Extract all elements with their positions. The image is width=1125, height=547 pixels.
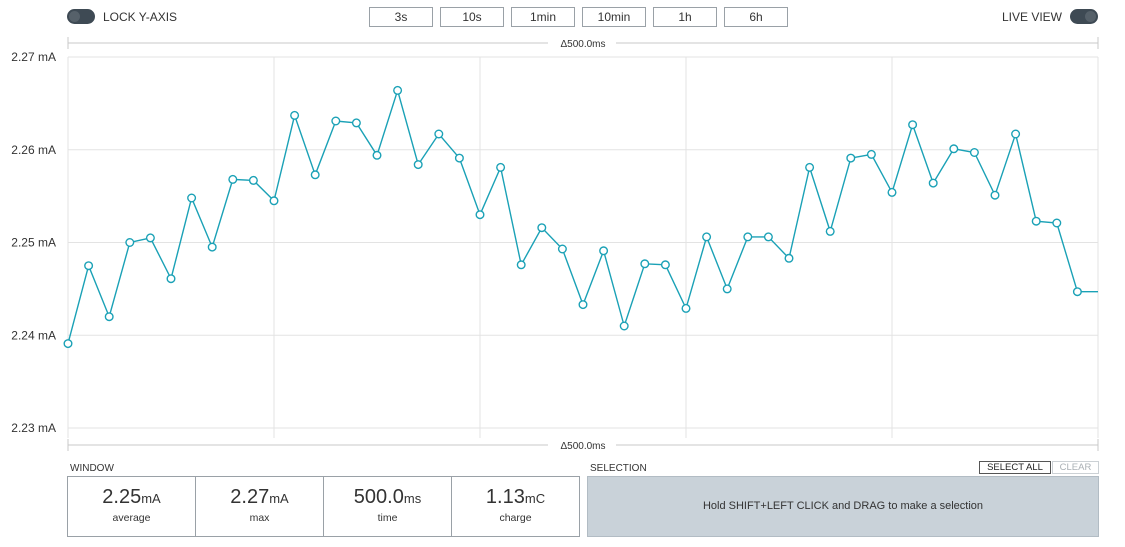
data-point <box>537 223 547 233</box>
data-point <box>310 170 320 180</box>
selection-section-label: SELECTION <box>590 463 647 474</box>
data-point <box>166 274 176 284</box>
range-6h-button[interactable]: 6h <box>724 7 788 27</box>
data-point <box>434 129 444 139</box>
data-point <box>619 321 629 331</box>
series-points <box>63 85 1082 349</box>
stat-time: 500.0ms time <box>324 477 452 536</box>
data-point <box>640 259 650 269</box>
time-span-top-label: Δ500.0ms <box>560 39 605 50</box>
y-tick-label: 2.27 mA <box>11 50 56 64</box>
stat-value: 500.0 <box>353 486 404 508</box>
range-3s-button[interactable]: 3s <box>369 7 433 27</box>
stat-name: charge <box>499 512 532 524</box>
y-axis-ticks: 2.27 mA 2.26 mA 2.25 mA 2.24 mA 2.23 mA <box>11 50 56 435</box>
stat-name: max <box>249 512 270 524</box>
data-point <box>63 339 73 349</box>
stat-name: average <box>112 512 151 524</box>
data-point <box>578 300 588 310</box>
lock-y-axis-toggle[interactable] <box>67 9 95 24</box>
stat-unit: mC <box>524 491 546 506</box>
data-point <box>393 85 403 95</box>
data-point <box>990 190 1000 200</box>
data-point <box>969 147 979 157</box>
data-point <box>145 233 155 243</box>
y-tick-label: 2.24 mA <box>11 328 56 342</box>
stat-unit: ms <box>403 491 422 506</box>
data-point <box>702 232 712 242</box>
stat-value: 2.27 <box>230 486 270 508</box>
data-point <box>1011 129 1021 139</box>
range-1min-button[interactable]: 1min <box>511 7 575 27</box>
stat-value: 2.25 <box>102 486 142 508</box>
data-point <box>125 237 135 247</box>
grid <box>67 56 1099 438</box>
stat-max: 2.27mA max <box>196 477 324 536</box>
stat-unit: mA <box>141 491 161 506</box>
data-point <box>557 244 567 254</box>
time-span-top: Δ500.0ms <box>67 36 1099 50</box>
selection-hint: Hold SHIFT+LEFT CLICK and DRAG to make a… <box>702 500 984 512</box>
data-point <box>908 120 918 130</box>
time-span-bottom: Δ500.0ms <box>67 438 1099 452</box>
data-point <box>475 210 485 220</box>
y-tick-label: 2.26 mA <box>11 143 56 157</box>
data-point <box>949 144 959 154</box>
data-point <box>516 260 526 270</box>
stat-name: time <box>377 512 398 524</box>
data-point <box>1072 287 1082 297</box>
data-point <box>228 174 238 184</box>
data-point <box>331 116 341 126</box>
window-stats: 2.25mA average 2.27mA max 500.0ms time 1… <box>67 476 580 537</box>
data-point <box>825 226 835 236</box>
clear-button[interactable]: CLEAR <box>1052 461 1099 474</box>
live-view-label: LIVE VIEW <box>1001 10 1062 24</box>
data-point <box>269 196 279 206</box>
data-point <box>846 153 856 163</box>
data-point <box>290 110 300 120</box>
data-point <box>1052 218 1062 228</box>
stat-value: 1.13 <box>485 486 525 508</box>
data-point <box>1031 216 1041 226</box>
data-point <box>207 242 217 252</box>
data-point <box>84 261 94 271</box>
stat-unit: mA <box>269 491 289 506</box>
data-point <box>413 160 423 170</box>
data-point <box>372 150 382 160</box>
data-point <box>104 312 114 322</box>
data-point <box>784 253 794 263</box>
data-point <box>722 284 732 294</box>
time-span-bottom-label: Δ500.0ms <box>560 441 605 452</box>
data-point <box>351 118 361 128</box>
lock-y-axis-label: LOCK Y-AXIS <box>103 10 178 24</box>
data-point <box>763 232 773 242</box>
stat-charge: 1.13mC charge <box>452 477 579 536</box>
y-tick-label: 2.25 mA <box>11 236 56 250</box>
data-point <box>743 232 753 242</box>
data-point <box>599 246 609 256</box>
range-10min-button[interactable]: 10min <box>582 7 646 27</box>
data-point <box>454 153 464 163</box>
data-point <box>681 303 691 313</box>
select-all-button[interactable]: SELECT ALL <box>979 461 1051 474</box>
current-chart[interactable]: Δ500.0ms Δ500.0ms 2.27 mA2.26 mA2.25 mA2… <box>0 0 1125 460</box>
stat-average: 2.25mA average <box>68 477 196 536</box>
window-section-label: WINDOW <box>70 463 114 474</box>
data-point <box>887 187 897 197</box>
data-point <box>187 193 197 203</box>
data-point <box>866 149 876 159</box>
data-point <box>496 162 506 172</box>
data-point <box>248 175 258 185</box>
data-point <box>805 162 815 172</box>
data-point <box>660 260 670 270</box>
selection-panel[interactable]: Hold SHIFT+LEFT CLICK and DRAG to make a… <box>587 476 1099 537</box>
range-10s-button[interactable]: 10s <box>440 7 504 27</box>
live-view-toggle[interactable] <box>1070 9 1098 24</box>
range-1h-button[interactable]: 1h <box>653 7 717 27</box>
y-tick-label: 2.23 mA <box>11 421 56 435</box>
data-point <box>928 178 938 188</box>
